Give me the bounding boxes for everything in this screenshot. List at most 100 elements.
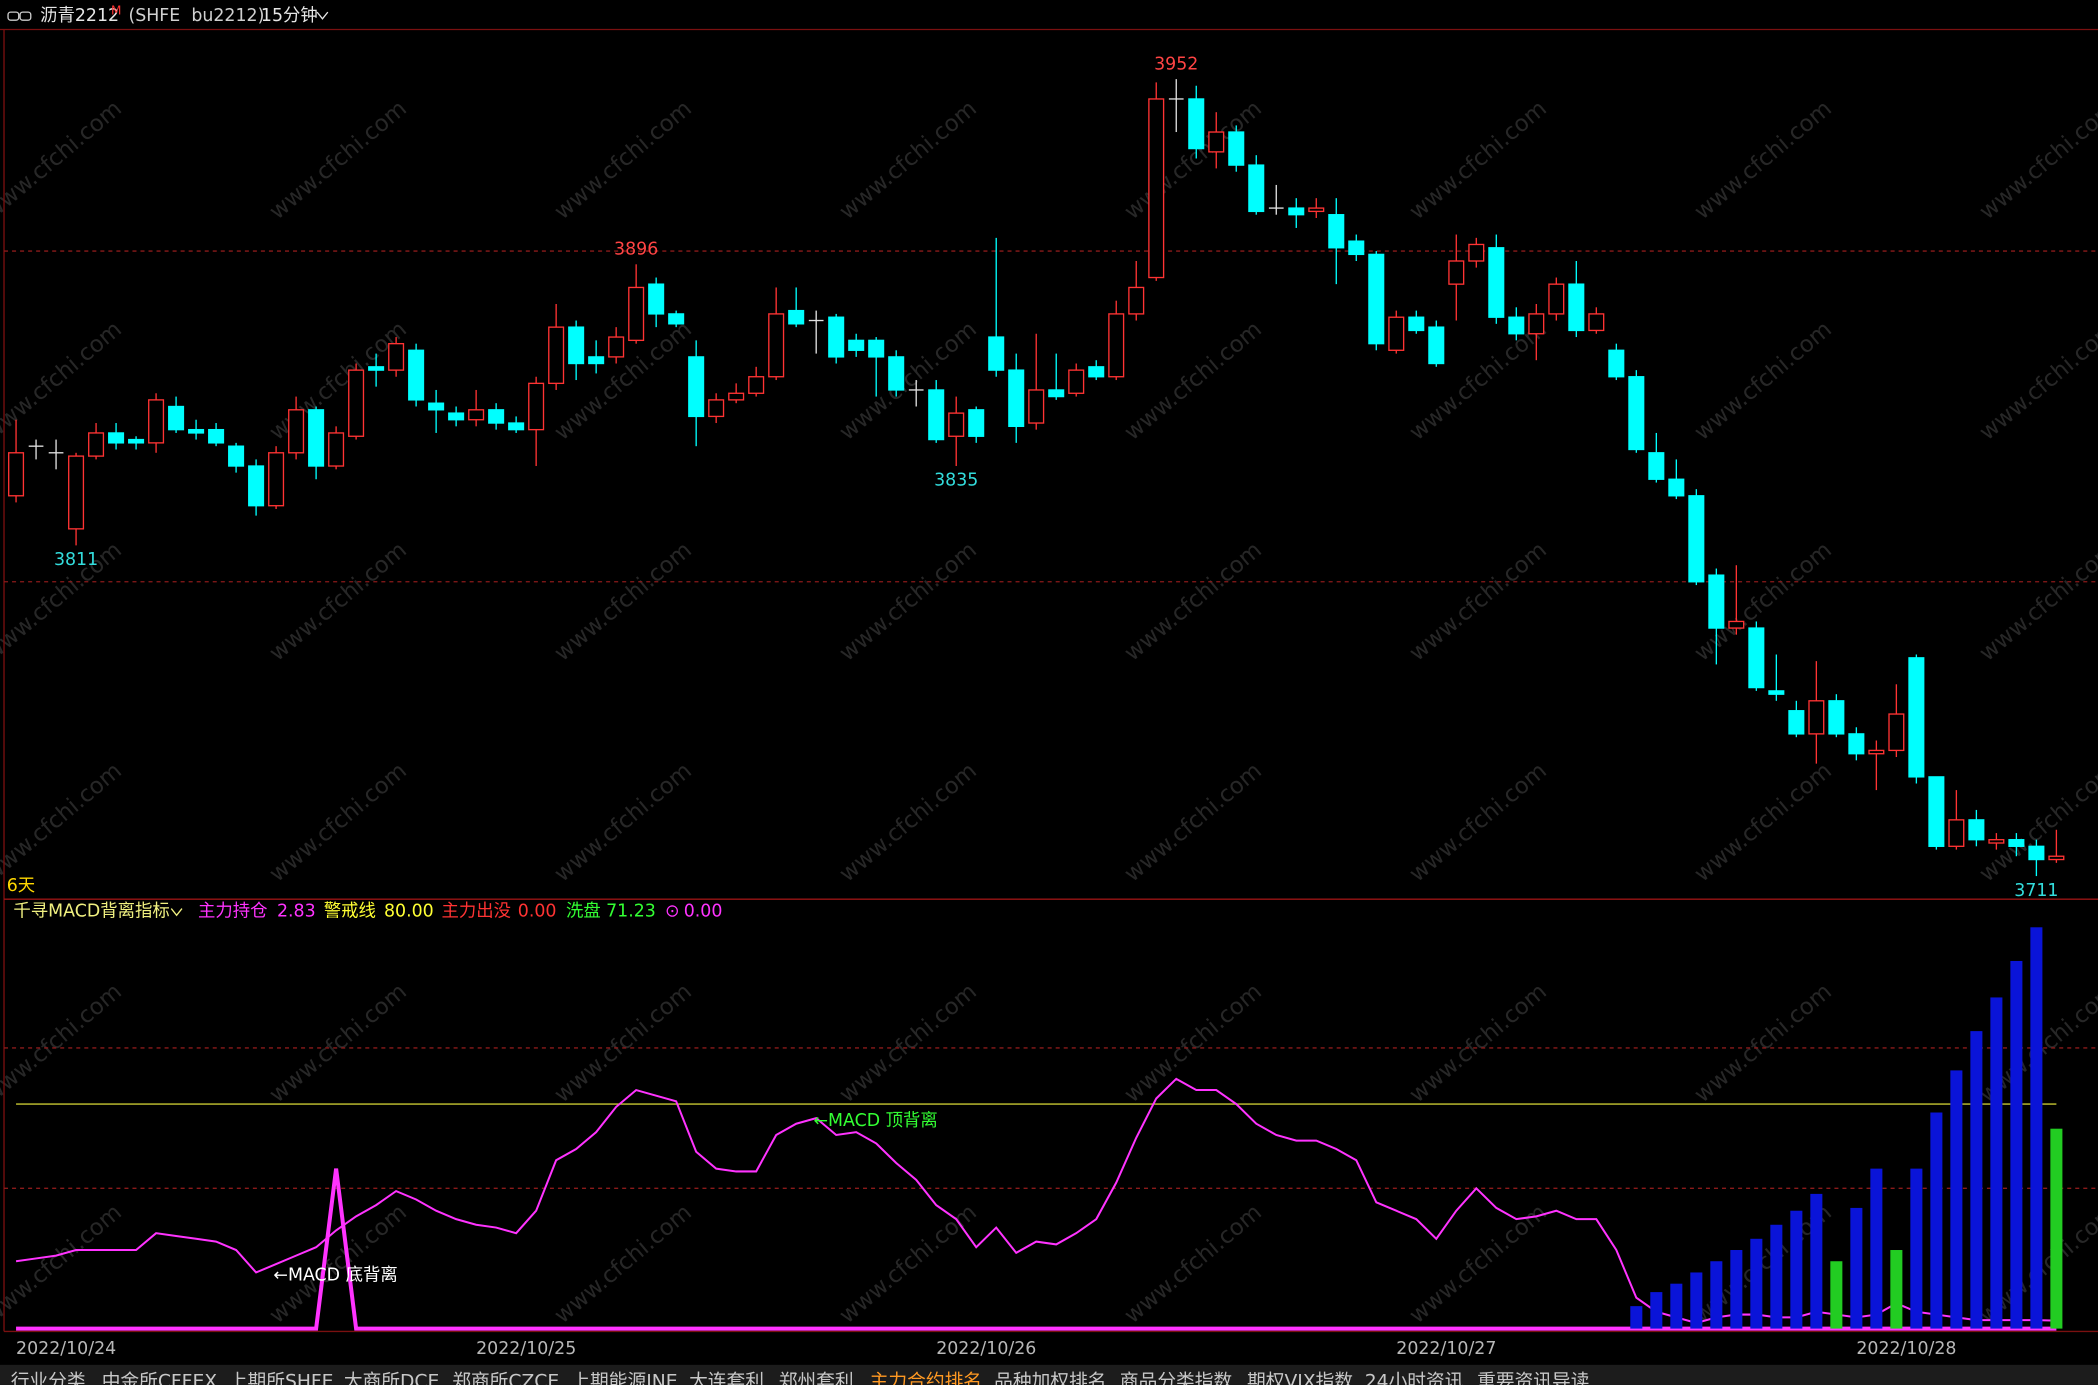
extreme-price-label: 3896: [614, 240, 658, 260]
candle-body: [948, 412, 965, 437]
bottom-tab[interactable]: 上期所SHFE: [229, 1372, 334, 1385]
indicator-bar: [1830, 1261, 1843, 1329]
candle-body: [1948, 819, 1965, 847]
period-chevron[interactable]: [316, 11, 329, 20]
candle-body: [148, 399, 165, 444]
extreme-price-label: 3952: [1154, 54, 1198, 74]
candle-body: [1968, 819, 1985, 841]
candle-body: [408, 349, 425, 401]
candle-body: [528, 382, 545, 431]
bottom-tab[interactable]: 中金所CFFEX: [102, 1372, 218, 1385]
candle-body: [1488, 247, 1505, 318]
bottom-tab[interactable]: 24小时资讯: [1365, 1372, 1464, 1385]
bottom-tab[interactable]: 大连套利: [689, 1372, 764, 1385]
candle-body: [1708, 574, 1725, 629]
candle-body: [1788, 710, 1805, 735]
candle-body: [1988, 839, 2005, 844]
bottom-tab[interactable]: 商品分类指数: [1120, 1372, 1233, 1385]
candle-body: [2008, 839, 2025, 847]
x-date-label: 2022/10/27: [1396, 1339, 1496, 1359]
bottom-tab[interactable]: 主力合约排名: [870, 1372, 982, 1385]
main-contract-mark: M: [111, 3, 121, 17]
extreme-price-label: 3811: [54, 550, 98, 570]
candle-body: [1388, 316, 1405, 351]
divergence-label: ←MACD 顶背离: [814, 1111, 938, 1131]
indicator-bar: [1630, 1306, 1643, 1329]
candle-body: [288, 409, 305, 454]
candle-body: [1888, 713, 1905, 752]
indicator-bar: [1730, 1250, 1743, 1329]
candle-body: [1928, 776, 1945, 847]
bottom-tab[interactable]: 大商所DCE: [344, 1372, 439, 1385]
x-date-label: 2022/10/25: [476, 1339, 576, 1359]
candle-body: [1368, 253, 1385, 345]
indicator-bar: [1970, 1031, 1983, 1329]
candle-body: [108, 432, 125, 444]
candle-body: [2048, 855, 2065, 861]
candle-body: [1028, 389, 1045, 424]
indicator-item-value: 0.00: [684, 901, 723, 921]
candle-body: [1228, 131, 1245, 166]
candle-body: [1308, 207, 1325, 213]
indicator-item-name: 警戒线: [324, 901, 376, 921]
indicator-bar: [1870, 1168, 1883, 1329]
divergence-label: ←MACD 底背离: [273, 1265, 397, 1285]
bottom-tab[interactable]: 品种加权排名: [994, 1372, 1106, 1385]
candle-body: [508, 422, 525, 431]
candle-body: [568, 326, 585, 365]
indicator-bar: [1950, 1070, 1963, 1329]
indicator-item-name: 洗盘: [566, 901, 601, 921]
indicator-line: [16, 1168, 2057, 1331]
candle-body: [2028, 845, 2045, 861]
extreme-price-label: 3835: [934, 471, 978, 491]
indicator-bar: [1670, 1283, 1683, 1329]
bottom-tab[interactable]: 行业分类: [11, 1372, 86, 1385]
indicator-bar: [1650, 1292, 1663, 1329]
candle-body: [708, 399, 725, 418]
candle-body: [1128, 286, 1145, 315]
bottom-tab[interactable]: 上期能源INE: [571, 1372, 677, 1385]
candle-body: [1808, 700, 1825, 735]
candle-body: [1848, 733, 1865, 755]
candle-body: [208, 428, 225, 444]
candle-body: [1548, 283, 1565, 315]
indicator-bar: [1810, 1193, 1823, 1329]
candle-body: [1008, 369, 1025, 428]
bottom-tab[interactable]: 郑州套利: [779, 1372, 854, 1385]
candle-body: [1528, 313, 1545, 335]
candle-body: [268, 452, 285, 507]
candle-body: [1908, 657, 1925, 778]
bottom-tab[interactable]: 重要资讯导读: [1477, 1372, 1589, 1385]
candle-body: [848, 339, 865, 351]
plot: 3811 3896 3835 3952 3711 主力持仓 2.83 警戒线 80.00 主力出没…: [4, 54, 2098, 1385]
bottom-tab[interactable]: 郑商所CZCE: [452, 1372, 559, 1385]
candle-body: [128, 438, 145, 444]
indicator-bar: [1710, 1261, 1723, 1329]
candle-body: [308, 409, 325, 467]
candle-body: [1648, 452, 1665, 480]
period-selector[interactable]: 15分钟: [261, 6, 318, 26]
candle-body: [1728, 620, 1745, 629]
candle-body: [1208, 131, 1225, 153]
candle-body: [888, 356, 905, 391]
indicator-title[interactable]: 千寻MACD背离指标: [13, 901, 169, 921]
indicator-bar: [1850, 1207, 1863, 1329]
candle-body: [1688, 495, 1705, 583]
candle-body: [1628, 376, 1645, 451]
indicator-item-value: 2.83: [277, 901, 316, 921]
candle-body: [608, 336, 625, 358]
indicator-chevron[interactable]: [170, 908, 183, 917]
bottom-tab[interactable]: 期权VIX指数: [1247, 1372, 1353, 1385]
candle-body: [368, 366, 385, 371]
candle-body: [1328, 214, 1345, 249]
candle-body: [1568, 283, 1585, 332]
candle-body: [8, 452, 25, 497]
candle-body: [968, 409, 985, 437]
candle-body: [1428, 326, 1445, 365]
candle-body: [1188, 98, 1205, 150]
candle-body: [1868, 749, 1885, 755]
candle-body: [1408, 316, 1425, 332]
candle-body: [348, 369, 365, 437]
candle-body: [1448, 260, 1465, 285]
